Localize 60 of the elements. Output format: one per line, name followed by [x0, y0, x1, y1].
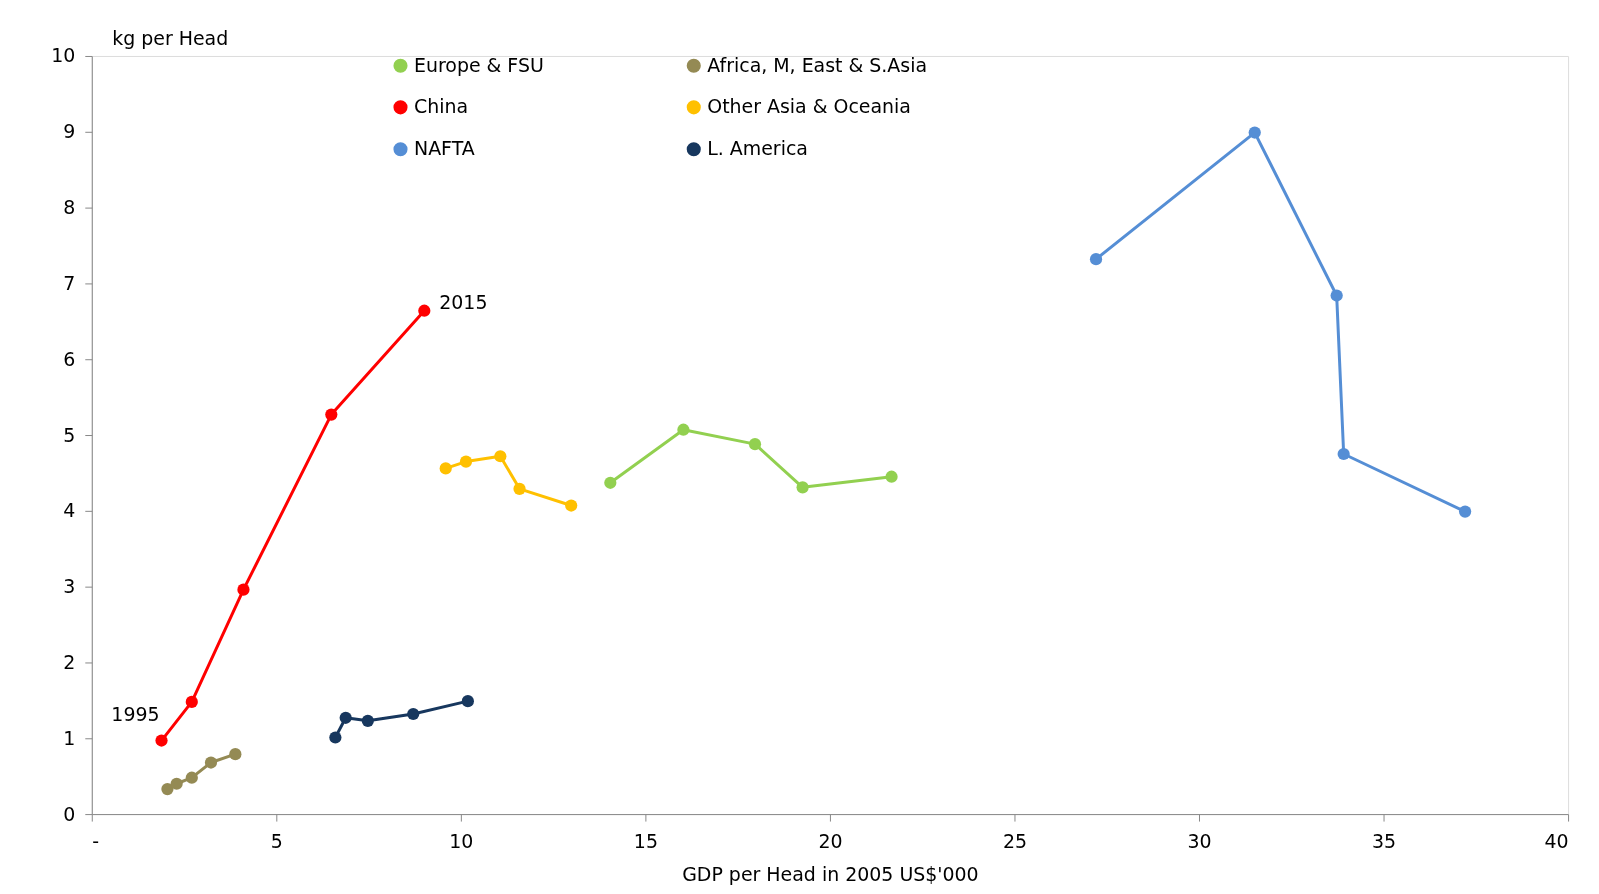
x-tick-label: 30 — [1187, 830, 1212, 853]
x-tick-label: - — [92, 830, 100, 853]
legend-label: Europe & FSU — [413, 53, 544, 76]
point — [237, 583, 250, 596]
point — [407, 707, 420, 721]
legend-label: Other Asia & Oceania — [707, 95, 911, 118]
x-tick-label: 5 — [270, 830, 283, 853]
point — [229, 748, 242, 761]
point — [885, 470, 898, 483]
point — [185, 771, 198, 784]
y-tick-label: 9 — [63, 120, 76, 143]
point — [796, 481, 809, 494]
point — [461, 695, 474, 708]
x-tick-label: 20 — [818, 830, 843, 853]
y-tick-label: 6 — [63, 347, 76, 370]
point — [329, 731, 342, 744]
y-tick-label: 4 — [63, 499, 76, 522]
point — [1330, 289, 1343, 302]
y-tick-label: 5 — [63, 423, 76, 446]
point — [1459, 505, 1472, 518]
point — [1337, 447, 1350, 461]
y-tick-label: 10 — [51, 44, 76, 67]
point — [161, 782, 174, 796]
y-tick-label: 2 — [63, 650, 76, 673]
x-axis-title: GDP per Head in 2005 US$'000 — [682, 863, 979, 886]
point — [204, 756, 218, 769]
point — [155, 734, 168, 747]
point — [513, 482, 526, 495]
legend-label: Africa, M, East & S.Asia — [707, 53, 928, 76]
point — [418, 304, 431, 317]
point — [325, 408, 338, 421]
y-tick-label: 0 — [63, 802, 76, 825]
annotation: 1995 — [111, 702, 160, 725]
point — [748, 438, 762, 451]
x-tick-label: 25 — [1002, 830, 1028, 853]
legend-label: China — [413, 95, 469, 118]
point — [1089, 253, 1103, 266]
y-tick-label: 8 — [63, 196, 76, 219]
point — [677, 423, 690, 436]
point — [339, 711, 352, 724]
y-tick-label: 1 — [63, 726, 76, 749]
point — [604, 476, 617, 489]
point — [565, 499, 578, 512]
legend-label: L. America — [707, 137, 808, 160]
x-tick-label: 15 — [633, 830, 658, 853]
point — [170, 777, 183, 790]
x-tick-label: 35 — [1371, 830, 1397, 853]
annotation: 2015 — [439, 290, 488, 313]
y-axis-title: kg per Head — [112, 26, 229, 49]
legend-label: NAFTA — [413, 137, 475, 160]
x-tick-label: 40 — [1544, 830, 1569, 853]
point — [459, 455, 473, 468]
point — [361, 714, 374, 727]
point — [185, 695, 198, 708]
point — [439, 462, 452, 475]
point — [1248, 126, 1261, 139]
point — [494, 450, 507, 463]
x-tick-label: 10 — [449, 830, 474, 853]
y-tick-label: 3 — [63, 575, 76, 598]
y-tick-label: 7 — [63, 271, 76, 294]
